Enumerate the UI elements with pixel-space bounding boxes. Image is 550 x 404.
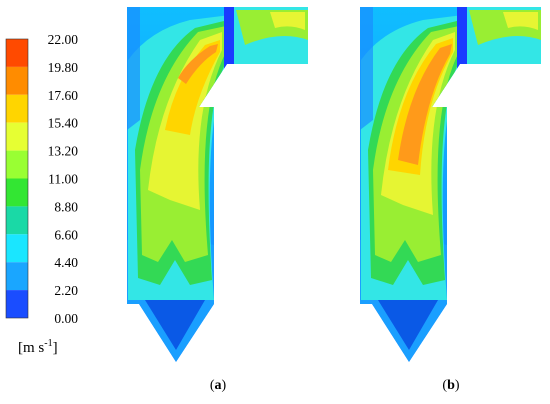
- colorbar-tick-label: 8.80: [54, 199, 78, 214]
- panel-label-b: (b): [442, 378, 459, 393]
- colorbar-tick-labels: 22.00 19.80 17.60 15.40 13.20 11.00 8.80 6.60 4.…: [48, 32, 79, 326]
- colorbar-unit-label: [m s-1]: [18, 338, 58, 356]
- colorbar-segment: [6, 262, 28, 291]
- colorbar-segment: [6, 66, 28, 95]
- velocity-colorbar: [5, 38, 29, 319]
- contour-panel-a: [127, 7, 308, 362]
- colorbar-tick-label: 2.20: [54, 283, 78, 298]
- colorbar-tick-label: 4.40: [54, 255, 78, 270]
- colorbar-segment: [6, 122, 28, 151]
- panel-label-a: (a): [210, 378, 227, 393]
- colorbar-segment: [6, 206, 28, 235]
- contour-panel-b: [360, 7, 541, 362]
- colorbar-outline: [5, 38, 29, 319]
- colorbar-tick-label: 11.00: [48, 172, 78, 187]
- colorbar-tick-label: 15.40: [48, 116, 79, 131]
- colorbar-segment: [6, 290, 28, 318]
- colorbar-segment: [6, 150, 28, 179]
- colorbar-segment: [6, 234, 28, 263]
- colorbar-tick-label: 17.60: [48, 88, 79, 103]
- colorbar-tick-label: 0.00: [54, 311, 78, 326]
- colorbar-tick-label: 19.80: [48, 60, 79, 75]
- colorbar-segment: [6, 178, 28, 207]
- colorbar-tick-label: 6.60: [54, 227, 78, 242]
- colorbar-segment: [6, 39, 28, 67]
- colorbar-tick-label: 13.20: [48, 144, 79, 159]
- colorbar-tick-label: 22.00: [48, 32, 79, 47]
- colorbar-segment: [6, 94, 28, 123]
